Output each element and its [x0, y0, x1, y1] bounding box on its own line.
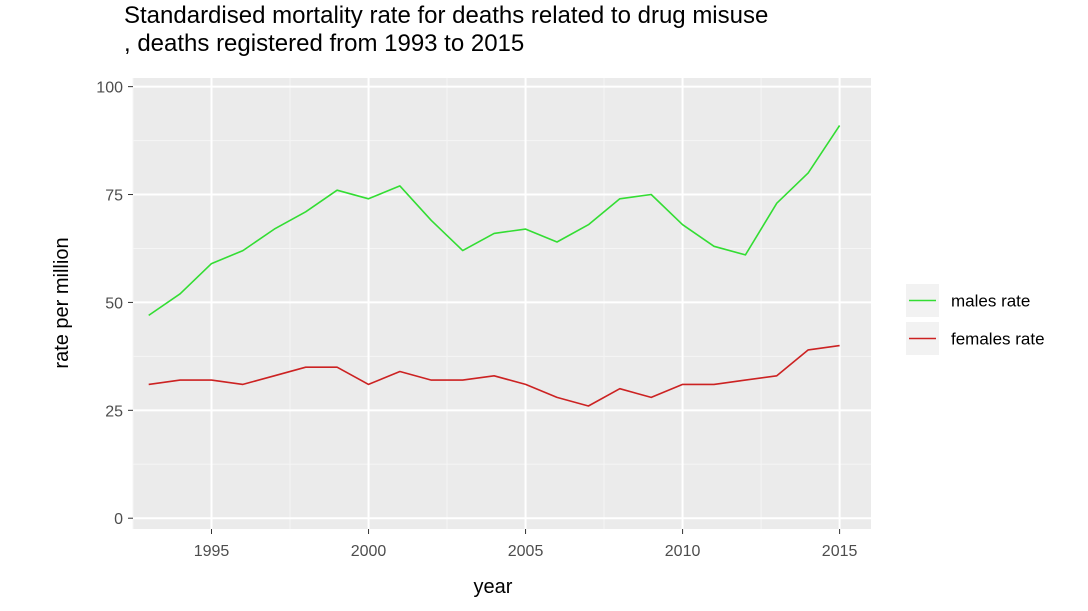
x-tick-label: 1995	[194, 543, 230, 560]
y-tick-label: 100	[96, 80, 123, 97]
chart-title-line-1: Standardised mortality rate for deaths r…	[124, 2, 769, 29]
legend: males rate females rate	[906, 284, 1045, 355]
legend-label: females rate	[951, 330, 1045, 349]
chart-title: Standardised mortality rate for deaths r…	[124, 2, 1024, 58]
y-axis-title: rate per million	[51, 237, 73, 368]
major-gridlines	[133, 78, 871, 529]
series-line-females	[148, 344, 840, 407]
y-tick-label: 25	[105, 403, 123, 420]
x-tick-label: 2000	[351, 543, 387, 560]
plot-panel	[133, 78, 871, 529]
x-tick-label: 2015	[822, 543, 858, 560]
y-axis-ticks: 0 25 50 75 100	[96, 80, 133, 528]
x-tick-label: 2005	[508, 543, 544, 560]
legend-label: males rate	[951, 292, 1030, 311]
x-axis-ticks: 1995 2000 2005 2010 2015	[194, 529, 858, 560]
minor-gridlines	[132, 78, 871, 529]
x-axis-title: year	[474, 576, 513, 598]
x-tick-label: 2010	[665, 543, 701, 560]
y-tick-label: 0	[114, 511, 123, 528]
y-tick-label: 75	[105, 188, 123, 205]
series-lines	[148, 125, 841, 407]
y-tick-label: 50	[105, 295, 123, 312]
series-line-males	[148, 125, 841, 317]
chart-title-line-2: , deaths registered from 1993 to 2015	[124, 30, 525, 57]
